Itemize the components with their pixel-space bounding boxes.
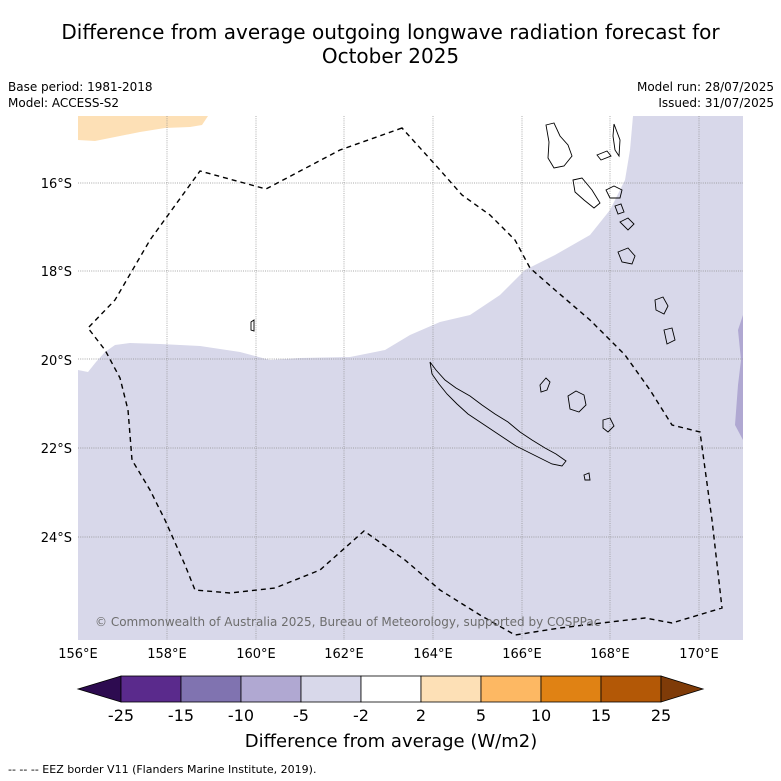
lon-label-158e: 158°E <box>147 647 187 662</box>
chart-title: Difference from average outgoing longwav… <box>0 20 781 68</box>
colorbar-tick-1: -25 <box>108 706 134 725</box>
vanuatu-ambae <box>596 150 612 161</box>
lon-labels: 156°E 158°E 160°E 162°E 164°E 166°E 168°… <box>58 647 719 662</box>
lon-label-156e: 156°E <box>58 647 98 662</box>
base-period: Base period: 1981-2018 <box>8 80 153 94</box>
colorbar-tick-9: 15 <box>591 706 611 725</box>
issued-date: Issued: 31/07/2025 <box>658 96 774 110</box>
eez-legend-footer: -- -- -- EEZ border V11 (Flanders Marine… <box>8 763 317 776</box>
colorbar-segment-7 <box>480 675 542 703</box>
colorbar-high-arrow <box>660 675 705 703</box>
title-line-2: October 2025 <box>321 44 460 68</box>
vanuatu-efate <box>619 217 635 231</box>
lat-label-24s: 24°S <box>41 531 72 546</box>
colorbar-tick-3: -10 <box>228 706 254 725</box>
region-light-orange <box>78 116 208 141</box>
lon-label-170e: 170°E <box>679 647 719 662</box>
model-name: Model: ACCESS-S2 <box>8 96 120 110</box>
colorbar-tick-2: -15 <box>168 706 194 725</box>
ile-des-pins <box>583 472 591 481</box>
meta-right: Model run: 28/07/2025 Issued: 31/07/2025 <box>637 79 774 111</box>
colorbar-segment-5 <box>360 675 422 703</box>
colorbar-tick-8: 10 <box>531 706 551 725</box>
model-run: Model run: 28/07/2025 <box>636 80 774 94</box>
lon-label-160e: 160°E <box>236 647 276 662</box>
colorbar-segment-6 <box>420 675 482 703</box>
lat-label-22s: 22°S <box>41 442 72 457</box>
vanuatu-espiritu-santo <box>545 122 573 169</box>
vanuatu-erromango <box>617 247 636 265</box>
colorbar-tick-6: 2 <box>416 706 426 725</box>
colorbar-segment-2 <box>180 675 242 703</box>
loyalty-island-3 <box>602 417 615 433</box>
vanuatu-pentecost <box>605 185 623 199</box>
lat-label-18s: 18°S <box>41 265 72 280</box>
lat-label-16s: 16°S <box>41 177 72 192</box>
lon-label-162e: 162°E <box>324 647 364 662</box>
colorbar: -25 -15 -10 -5 -2 2 5 10 15 25 Differenc… <box>76 675 705 752</box>
chesterfield-islet <box>250 319 255 332</box>
lon-label-168e: 168°E <box>590 647 630 662</box>
vanuatu-malekula <box>572 177 601 209</box>
region-medium-purple <box>735 315 743 440</box>
map-area: © Commonwealth of Australia 2025, Bureau… <box>78 116 743 640</box>
colorbar-tick-7: 5 <box>476 706 486 725</box>
loyalty-island-1 <box>539 377 551 393</box>
coastlines <box>250 122 676 481</box>
loyalty-island-2 <box>567 390 587 413</box>
gridlines <box>78 116 743 640</box>
lat-label-20s: 20°S <box>41 354 72 369</box>
vanuatu-aneityum <box>663 327 676 345</box>
colorbar-segment-8 <box>540 675 602 703</box>
colorbar-tick-10: 25 <box>651 706 671 725</box>
meta-left: Base period: 1981-2018 Model: ACCESS-S2 <box>8 79 153 111</box>
region-light-purple <box>78 116 743 640</box>
colorbar-segment-3 <box>240 675 302 703</box>
eez-border <box>87 127 723 636</box>
vanuatu-epi <box>614 203 625 215</box>
lat-labels: 16°S 18°S 20°S 22°S 24°S <box>41 177 72 546</box>
colorbar-tick-4: -5 <box>293 706 309 725</box>
vanuatu-maewo <box>612 123 621 158</box>
copyright-text: © Commonwealth of Australia 2025, Bureau… <box>95 615 600 629</box>
vanuatu-tanna <box>654 296 669 315</box>
colorbar-title: Difference from average (W/m2) <box>245 731 537 752</box>
colorbar-segment-9 <box>600 675 662 703</box>
colorbar-segment-4 <box>300 675 362 703</box>
colorbar-tick-5: -2 <box>353 706 369 725</box>
new-caledonia-island <box>429 361 567 467</box>
lon-label-166e: 166°E <box>502 647 542 662</box>
lon-label-164e: 164°E <box>413 647 453 662</box>
colorbar-segment-1 <box>120 675 182 703</box>
title-line-1: Difference from average outgoing longwav… <box>61 20 720 44</box>
colorbar-low-arrow <box>76 675 122 703</box>
